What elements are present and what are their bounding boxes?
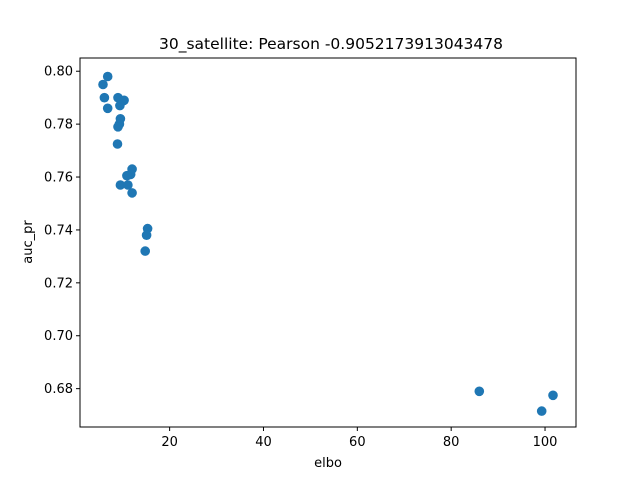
- data-point-13: [122, 170, 132, 181]
- x-axis-ticks: 20 40 60 80 100: [161, 427, 557, 450]
- data-point-14: [115, 180, 126, 190]
- y-tick-label: 0.72: [44, 276, 73, 291]
- data-point-20: [474, 386, 485, 397]
- data-point-22: [536, 406, 547, 416]
- x-tick-label: 60: [349, 435, 366, 450]
- data-point-1: [98, 79, 108, 90]
- data-point-18: [141, 230, 152, 240]
- y-tick-label: 0.80: [44, 65, 73, 80]
- data-point-2: [99, 92, 110, 103]
- data-point-10: [112, 139, 123, 149]
- y-tick-label: 0.76: [44, 171, 73, 186]
- chart-title: 30_satellite: Pearson -0.905217391304347…: [159, 35, 503, 54]
- data-point-21: [548, 390, 558, 401]
- data-point-15: [123, 180, 133, 190]
- data-point-9: [113, 122, 123, 132]
- y-tick-label: 0.68: [44, 382, 73, 397]
- x-tick-label: 40: [255, 435, 272, 450]
- data-point-19: [140, 246, 150, 256]
- data-points: [98, 71, 558, 416]
- data-point-3: [102, 103, 113, 114]
- x-tick-label: 20: [161, 435, 178, 450]
- data-point-0: [102, 71, 113, 82]
- y-axis-label: auc_pr: [21, 220, 36, 264]
- y-tick-label: 0.78: [44, 118, 73, 133]
- x-tick-label: 100: [533, 435, 558, 450]
- data-point-16: [127, 188, 137, 198]
- y-axis-ticks: 0.68 0.70 0.72 0.74 0.76 0.78 0.80: [44, 65, 80, 397]
- x-axis-label: elbo: [314, 456, 342, 471]
- x-tick-label: 80: [443, 435, 460, 450]
- data-point-6: [115, 100, 125, 111]
- y-tick-label: 0.74: [44, 223, 73, 238]
- plot-area-frame: [79, 57, 577, 428]
- y-tick-label: 0.70: [44, 329, 73, 344]
